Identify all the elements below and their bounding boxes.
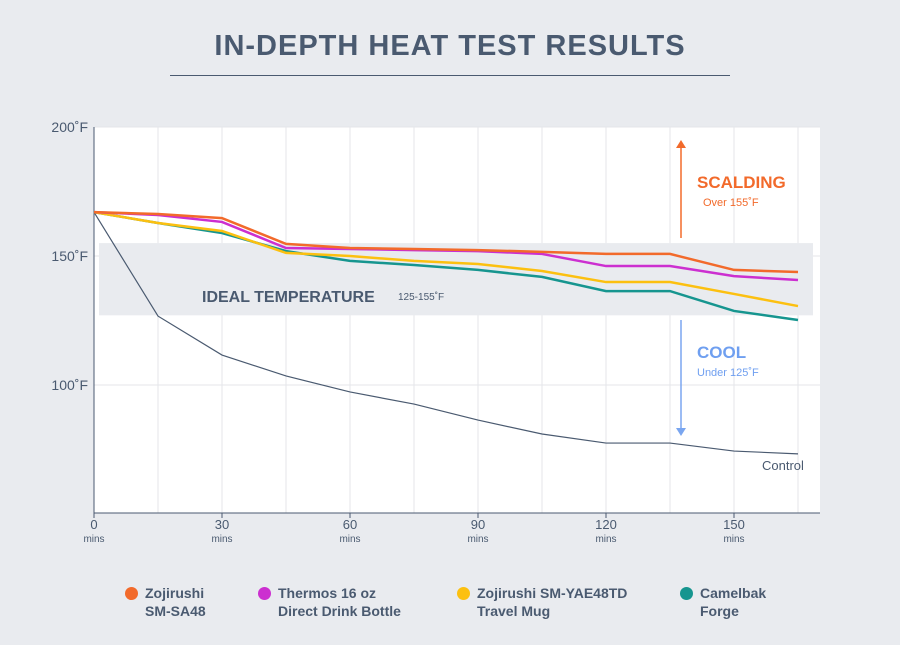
legend-label: Zojirushi SM-SA48 <box>145 584 206 620</box>
legend-label: Zojirushi SM-YAE48TD Travel Mug <box>477 584 627 620</box>
x-tick-label: 30 <box>215 517 229 532</box>
plot-area <box>94 127 820 513</box>
x-tick-label: 0 <box>90 517 97 532</box>
series-line-camelbak-forge <box>93 210 799 322</box>
control-label: Control <box>762 458 804 473</box>
legend-label-line2: Travel Mug <box>477 603 551 619</box>
legend-label-line1: Zojirushi <box>145 585 205 601</box>
legend-item: Thermos 16 oz Direct Drink Bottle <box>258 584 401 620</box>
x-tick-unit: mins <box>83 534 104 545</box>
legend-label-line2: SM-SA48 <box>145 603 206 619</box>
legend-label-line1: Zojirushi SM-YAE48TD <box>477 585 628 601</box>
x-tick-unit: mins <box>339 534 360 545</box>
x-tick-unit: mins <box>595 534 616 545</box>
scalding-label: SCALDING <box>697 173 786 192</box>
y-tick-label: 200˚F <box>51 119 88 135</box>
series-line-zojirushi-sm-sa48 <box>93 210 799 274</box>
ideal-band <box>99 243 813 316</box>
legend-label: Thermos 16 oz Direct Drink Bottle <box>278 584 401 620</box>
legend-item: Zojirushi SM-YAE48TD Travel Mug <box>457 584 627 620</box>
x-tick-label: 90 <box>471 517 485 532</box>
cool-sublabel: Under 125˚F <box>697 367 759 379</box>
title-divider <box>170 75 730 76</box>
legend-label: Camelbak Forge <box>700 584 766 620</box>
legend-swatch <box>680 587 693 600</box>
scalding-sublabel: Over 155˚F <box>703 197 759 209</box>
legend-label-line1: Camelbak <box>700 585 767 601</box>
ideal-band-range: 125-155˚F <box>398 291 444 303</box>
x-tick-label: 150 <box>723 517 745 532</box>
y-tick-label: 150˚F <box>51 248 88 264</box>
x-tick-label: 60 <box>343 517 357 532</box>
legend-label-line2: Forge <box>700 603 739 619</box>
series-line-zojirushi-sm-yae48td-travel-mug <box>93 210 799 308</box>
legend-swatch <box>457 587 470 600</box>
legend-item: Camelbak Forge <box>680 584 766 620</box>
legend-label-line1: Thermos 16 oz <box>278 585 377 601</box>
cool-arrow-head <box>676 428 686 436</box>
legend-item: Zojirushi SM-SA48 <box>125 584 206 620</box>
y-tick-label: 100˚F <box>51 377 88 393</box>
x-tick-unit: mins <box>467 534 488 545</box>
series-line-control <box>93 211 799 455</box>
chart-title: IN-DEPTH HEAT TEST RESULTS <box>214 30 686 62</box>
cool-label: COOL <box>697 343 746 362</box>
legend-label-line2: Direct Drink Bottle <box>278 603 401 619</box>
x-tick-unit: mins <box>211 534 232 545</box>
ideal-band-label: IDEAL TEMPERATURE <box>202 289 375 306</box>
x-tick-unit: mins <box>723 534 744 545</box>
legend-swatch <box>125 587 138 600</box>
x-tick-label: 120 <box>595 517 617 532</box>
legend-swatch <box>258 587 271 600</box>
scalding-arrow-head <box>676 140 686 148</box>
